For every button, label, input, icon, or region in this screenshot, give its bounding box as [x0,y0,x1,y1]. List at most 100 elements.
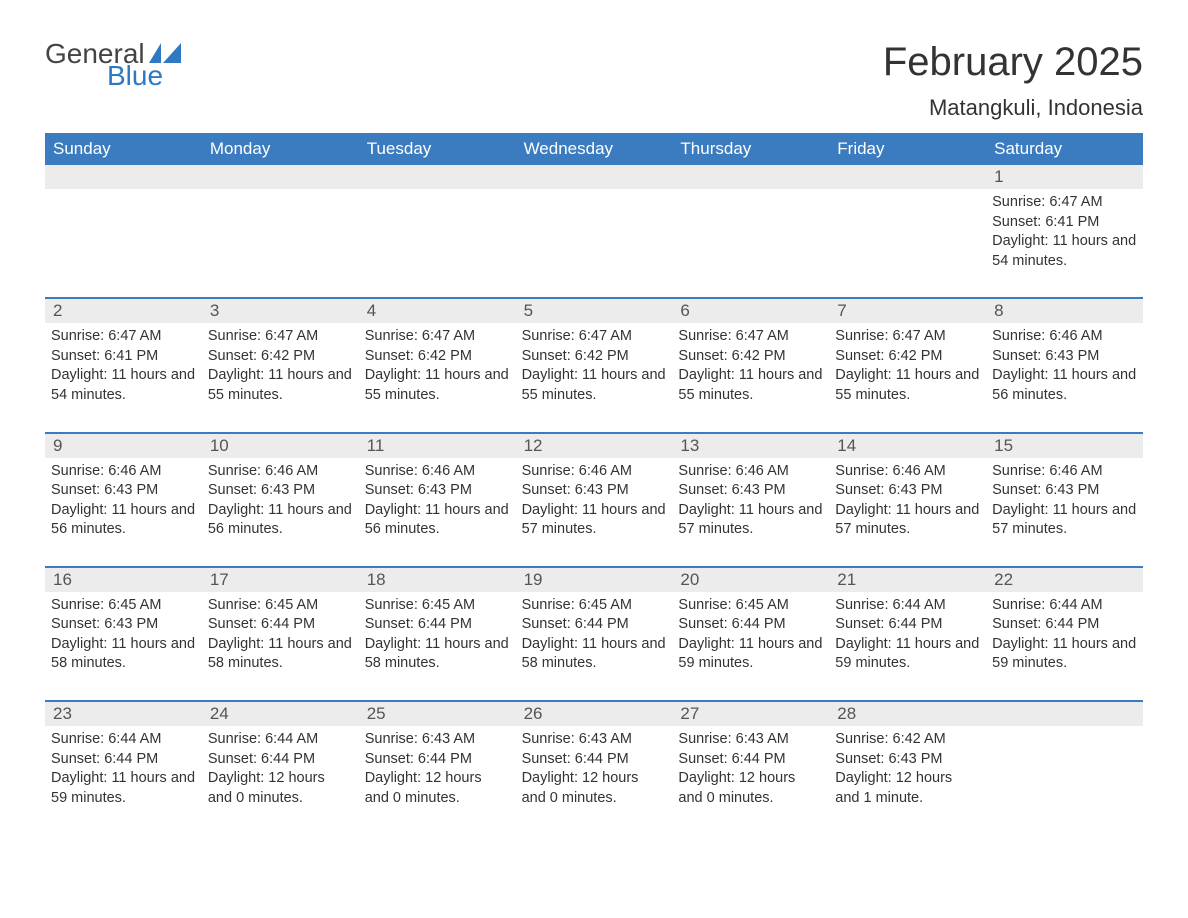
logo: General Blue [45,40,181,90]
daylight-line: Daylight: 12 hours and 0 minutes. [678,769,823,808]
day-number-row: . [672,165,829,189]
day-info: Sunrise: 6:46 AMSunset: 6:43 PMDaylight:… [522,462,667,540]
sunset-line: Sunset: 6:44 PM [208,615,353,635]
day-number-row: . [45,165,202,189]
daylight-line: Daylight: 11 hours and 56 minutes. [365,501,510,540]
daylight-line: Daylight: 11 hours and 56 minutes. [51,501,196,540]
weekday-header: Wednesday [516,133,673,165]
sunrise-line: Sunrise: 6:44 AM [208,730,353,750]
day-number: 25 [367,704,386,723]
daylight-line: Daylight: 11 hours and 59 minutes. [835,635,980,674]
daylight-line: Daylight: 11 hours and 56 minutes. [992,366,1137,405]
day-number-row: 7 [829,299,986,323]
calendar: SundayMondayTuesdayWednesdayThursdayFrid… [45,133,1143,816]
day-number-row: 4 [359,299,516,323]
daylight-line: Daylight: 11 hours and 59 minutes. [51,769,196,808]
sunrise-line: Sunrise: 6:47 AM [51,327,196,347]
daylight-line: Daylight: 11 hours and 58 minutes. [208,635,353,674]
day-cell: 28Sunrise: 6:42 AMSunset: 6:43 PMDayligh… [829,702,986,816]
sunrise-line: Sunrise: 6:47 AM [365,327,510,347]
sunrise-line: Sunrise: 6:46 AM [522,462,667,482]
sunset-line: Sunset: 6:43 PM [51,615,196,635]
day-number: 18 [367,570,386,589]
day-cell: . [45,165,202,279]
sunset-line: Sunset: 6:43 PM [835,750,980,770]
sunrise-line: Sunrise: 6:45 AM [522,596,667,616]
day-cell: 5 Sunrise: 6:47 AMSunset: 6:42 PMDaylight… [516,299,673,413]
day-cell: 19Sunrise: 6:45 AMSunset: 6:44 PMDayligh… [516,568,673,682]
day-number-row: 27 [672,702,829,726]
day-info: Sunrise: 6:46 AMSunset: 6:43 PMDaylight:… [678,462,823,540]
sunset-line: Sunset: 6:43 PM [992,481,1137,501]
sunset-line: Sunset: 6:42 PM [678,347,823,367]
day-cell: 12Sunrise: 6:46 AMSunset: 6:43 PMDayligh… [516,434,673,548]
day-cell: . [829,165,986,279]
daylight-line: Daylight: 11 hours and 57 minutes. [835,501,980,540]
day-info: Sunrise: 6:44 AMSunset: 6:44 PMDaylight:… [835,596,980,674]
weekday-header-row: SundayMondayTuesdayWednesdayThursdayFrid… [45,133,1143,165]
daylight-line: Daylight: 11 hours and 54 minutes. [51,366,196,405]
daylight-line: Daylight: 11 hours and 58 minutes. [365,635,510,674]
day-cell: . [516,165,673,279]
sunrise-line: Sunrise: 6:43 AM [678,730,823,750]
sunset-line: Sunset: 6:43 PM [365,481,510,501]
sunrise-line: Sunrise: 6:46 AM [678,462,823,482]
day-info: Sunrise: 6:46 AMSunset: 6:43 PMDaylight:… [51,462,196,540]
day-info: Sunrise: 6:46 AMSunset: 6:43 PMDaylight:… [835,462,980,540]
sunrise-line: Sunrise: 6:47 AM [522,327,667,347]
day-number: 21 [837,570,856,589]
day-number: 17 [210,570,229,589]
day-cell: 24Sunrise: 6:44 AMSunset: 6:44 PMDayligh… [202,702,359,816]
sunset-line: Sunset: 6:42 PM [522,347,667,367]
sunset-line: Sunset: 6:43 PM [835,481,980,501]
daylight-line: Daylight: 11 hours and 55 minutes. [208,366,353,405]
day-number-row: 16 [45,568,202,592]
daylight-line: Daylight: 11 hours and 55 minutes. [522,366,667,405]
day-info: Sunrise: 6:43 AMSunset: 6:44 PMDaylight:… [678,730,823,808]
day-number-row: 14 [829,434,986,458]
day-number: 16 [53,570,72,589]
day-info: Sunrise: 6:43 AMSunset: 6:44 PMDaylight:… [365,730,510,808]
day-number-row: 17 [202,568,359,592]
location: Matangkuli, Indonesia [883,95,1143,121]
calendar-week: 2Sunrise: 6:47 AMSunset: 6:41 PMDaylight… [45,297,1143,413]
day-info: Sunrise: 6:44 AMSunset: 6:44 PMDaylight:… [992,596,1137,674]
sunset-line: Sunset: 6:44 PM [208,750,353,770]
day-info: Sunrise: 6:47 AMSunset: 6:41 PMDaylight:… [992,193,1137,271]
sunset-line: Sunset: 6:44 PM [365,750,510,770]
day-info: Sunrise: 6:46 AMSunset: 6:43 PMDaylight:… [208,462,353,540]
day-number: 15 [994,436,1013,455]
day-cell: 27 Sunrise: 6:43 AMSunset: 6:44 PMDayligh… [672,702,829,816]
sunrise-line: Sunrise: 6:46 AM [992,327,1137,347]
calendar-week: 9Sunrise: 6:46 AMSunset: 6:43 PMDaylight… [45,432,1143,548]
day-number-row: . [359,165,516,189]
sunrise-line: Sunrise: 6:45 AM [365,596,510,616]
daylight-line: Daylight: 11 hours and 55 minutes. [678,366,823,405]
day-info: Sunrise: 6:47 AMSunset: 6:42 PMDaylight:… [835,327,980,405]
sunrise-line: Sunrise: 6:46 AM [835,462,980,482]
day-cell: 2Sunrise: 6:47 AMSunset: 6:41 PMDaylight… [45,299,202,413]
day-cell: 8Sunrise: 6:46 AMSunset: 6:43 PMDaylight… [986,299,1143,413]
sunset-line: Sunset: 6:42 PM [365,347,510,367]
day-number-row: 10 [202,434,359,458]
day-number-row: . [202,165,359,189]
month-title: February 2025 [883,40,1143,85]
day-number: 14 [837,436,856,455]
day-cell: 3Sunrise: 6:47 AMSunset: 6:42 PMDaylight… [202,299,359,413]
sunrise-line: Sunrise: 6:43 AM [365,730,510,750]
sunset-line: Sunset: 6:44 PM [678,615,823,635]
sunrise-line: Sunrise: 6:44 AM [835,596,980,616]
day-cell: 21 Sunrise: 6:44 AMSunset: 6:44 PMDayligh… [829,568,986,682]
day-cell: . [202,165,359,279]
day-number: 5 [524,301,533,320]
sunset-line: Sunset: 6:43 PM [678,481,823,501]
sunrise-line: Sunrise: 6:42 AM [835,730,980,750]
daylight-line: Daylight: 11 hours and 54 minutes. [992,232,1137,271]
day-number: 7 [837,301,846,320]
day-cell: 26Sunrise: 6:43 AMSunset: 6:44 PMDayligh… [516,702,673,816]
sunset-line: Sunset: 6:43 PM [208,481,353,501]
day-number-row: 5 [516,299,673,323]
day-info: Sunrise: 6:46 AMSunset: 6:43 PMDaylight:… [992,462,1137,540]
day-cell: 22Sunrise: 6:44 AMSunset: 6:44 PMDayligh… [986,568,1143,682]
day-cell: 13Sunrise: 6:46 AMSunset: 6:43 PMDayligh… [672,434,829,548]
